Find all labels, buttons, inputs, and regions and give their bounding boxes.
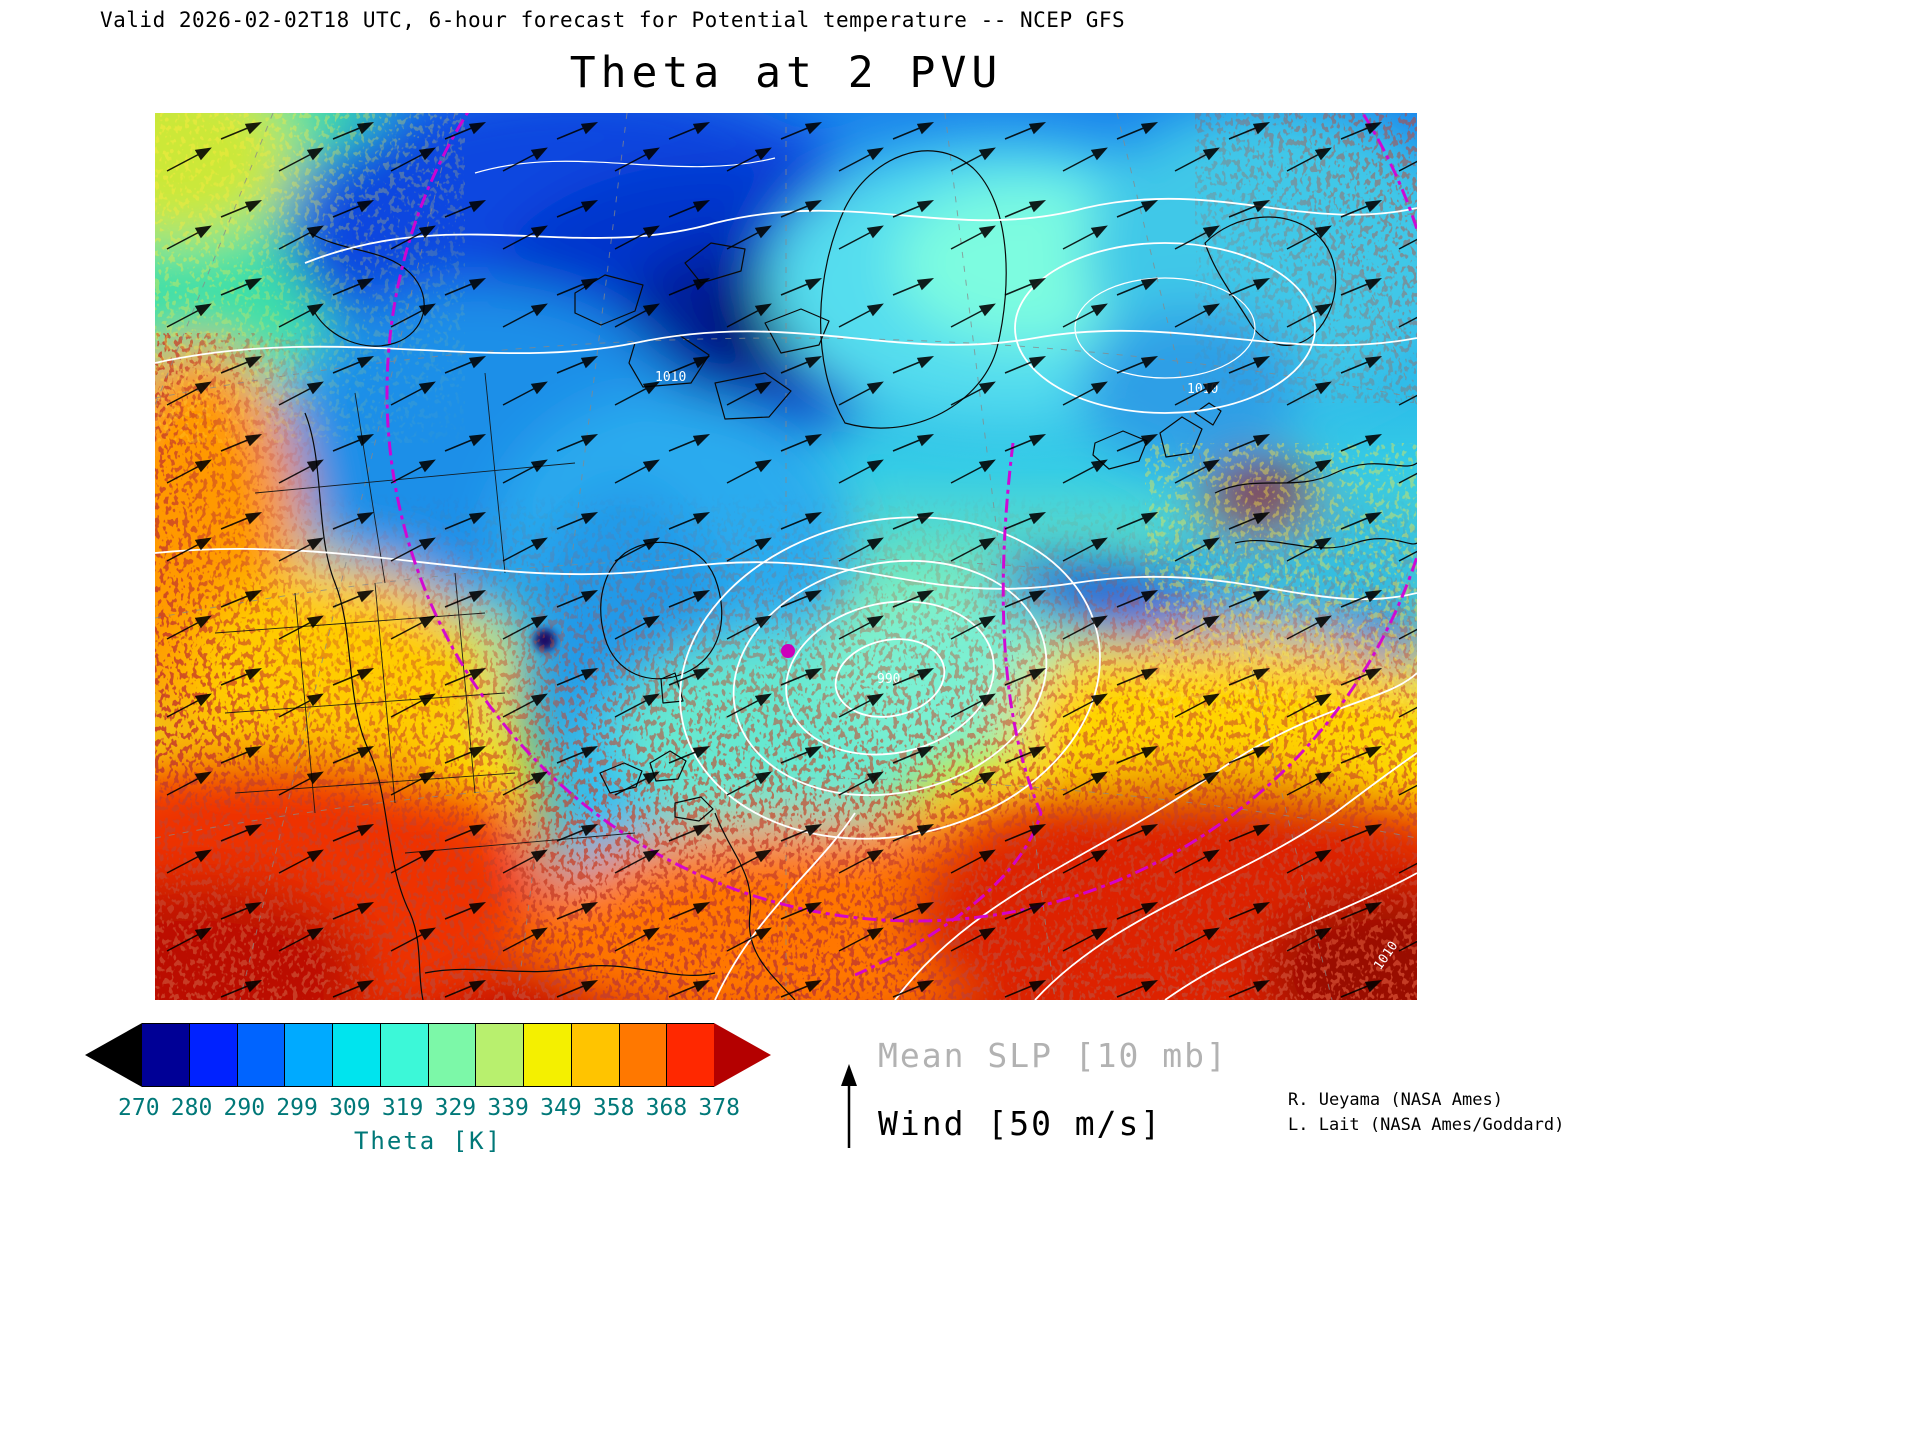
colorbar-tick-label: 358 xyxy=(592,1095,635,1121)
valid-time-line: Valid 2026-02-02T18 UTC, 6-hour forecast… xyxy=(100,8,1126,32)
wind-vector-overlay xyxy=(155,113,1417,1000)
mean-slp-legend-label: Mean SLP [10 mb] xyxy=(878,1036,1228,1075)
colorbar-tick-label: 339 xyxy=(487,1095,529,1121)
colorbar-tick-label: 290 xyxy=(223,1095,266,1121)
theta-map-svg: 1010 1010 990 1010 xyxy=(155,113,1417,1000)
colorbar-overflow-arrow xyxy=(714,1023,771,1087)
colorbar-tick-label: 280 xyxy=(170,1095,213,1121)
wind-legend-label: Wind [50 m/s] xyxy=(878,1104,1163,1143)
colorbar-segment xyxy=(667,1024,714,1086)
colorbar-segment xyxy=(476,1024,524,1086)
credit-line-1: R. Ueyama (NASA Ames) xyxy=(1288,1090,1503,1110)
colorbar-tick-label: 329 xyxy=(434,1095,477,1121)
colorbar-tick-label: 378 xyxy=(698,1095,740,1121)
wind-reference-arrow-icon xyxy=(841,1064,857,1148)
colorbar-tick-label: 368 xyxy=(645,1095,688,1121)
colorbar-tick-label: 319 xyxy=(381,1095,424,1121)
colorbar-tick-label: 270 xyxy=(118,1095,160,1121)
credit-line-2: L. Lait (NASA Ames/Goddard) xyxy=(1288,1115,1565,1135)
colorbar-segment xyxy=(333,1024,381,1086)
colorbar-tick-label: 309 xyxy=(329,1095,371,1121)
colorbar-segments xyxy=(142,1023,714,1087)
colorbar-segment xyxy=(428,1024,477,1086)
colorbar-segment xyxy=(237,1024,286,1086)
colorbar-segment xyxy=(380,1024,429,1086)
colorbar-tick-label: 299 xyxy=(276,1095,318,1121)
colorbar-ticks: 270 280 290 299 309 319 329 339 349 358 368 378 xyxy=(118,1095,740,1121)
colorbar-segment xyxy=(619,1024,668,1086)
colorbar-segment xyxy=(285,1024,333,1086)
colorbar-underflow-arrow xyxy=(85,1023,142,1087)
theta-map: 1010 1010 990 1010 xyxy=(155,113,1417,1000)
colorbar-segment xyxy=(524,1024,572,1086)
colorbar-tick-label: 349 xyxy=(540,1095,582,1121)
colorbar-segment xyxy=(189,1024,238,1086)
credits: R. Ueyama (NASA Ames) L. Lait (NASA Ames… xyxy=(1288,1088,1564,1138)
colorbar-bar xyxy=(85,1023,771,1087)
colorbar-segment xyxy=(571,1024,620,1086)
plot-title: Theta at 2 PVU xyxy=(569,48,1003,98)
colorbar: 270 280 290 299 309 319 329 339 349 358 368 378 The… xyxy=(85,1023,771,1155)
colorbar-segment xyxy=(142,1024,190,1086)
colorbar-axis-label: Theta [K] xyxy=(353,1127,503,1155)
